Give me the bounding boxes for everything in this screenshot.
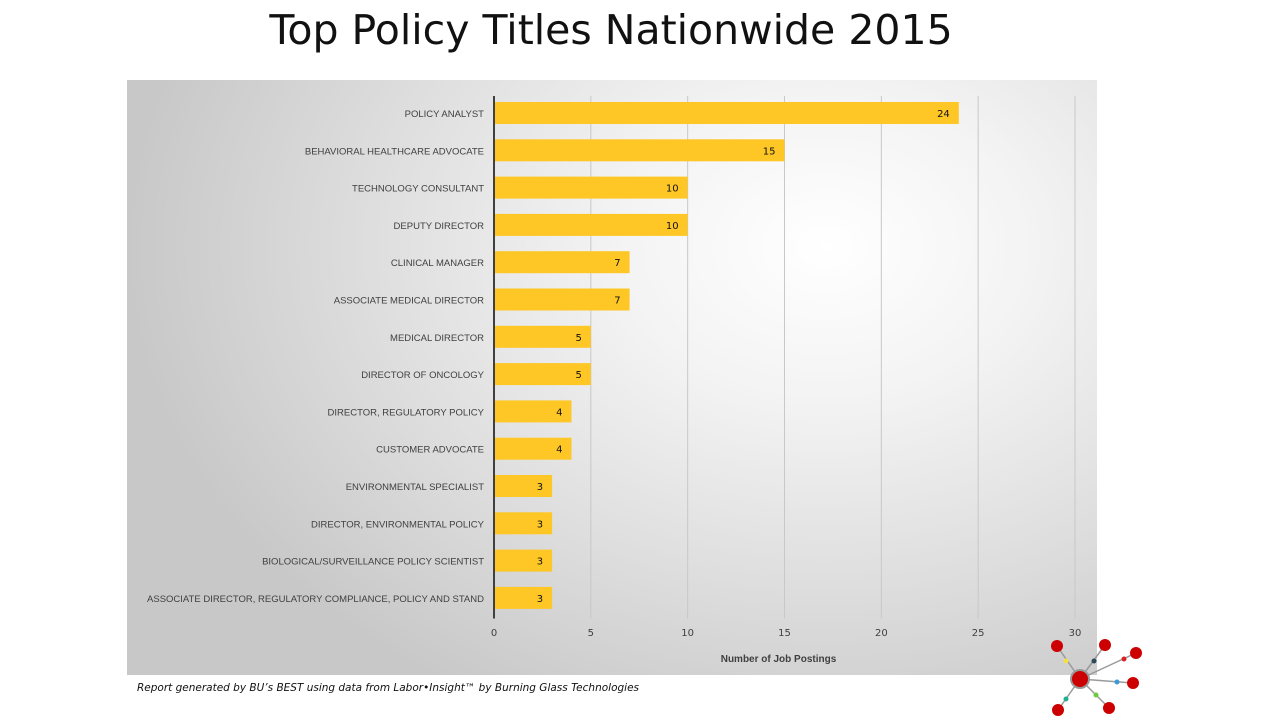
bar bbox=[494, 102, 959, 124]
x-tick-label: 15 bbox=[778, 628, 791, 639]
page-title: Top Policy Titles Nationwide 2015 bbox=[269, 6, 953, 54]
bar bbox=[494, 512, 553, 535]
category-label: BEHAVIORAL HEALTHCARE ADVOCATE bbox=[305, 146, 484, 157]
data-label: 15 bbox=[763, 146, 776, 157]
data-label: 24 bbox=[937, 109, 950, 120]
data-label: 3 bbox=[537, 594, 543, 605]
category-label: DIRECTOR OF ONCOLOGY bbox=[361, 370, 484, 381]
data-label: 7 bbox=[614, 296, 620, 307]
bar bbox=[494, 213, 688, 236]
data-label: 10 bbox=[666, 221, 679, 232]
category-label: ENVIRONMENTAL SPECIALIST bbox=[346, 482, 485, 493]
bar-chart: 24 POLICY ANALYST 15 BEHAVIORAL HEALTHCARE … bbox=[147, 96, 1082, 665]
bar bbox=[494, 288, 630, 311]
category-label: POLICY ANALYST bbox=[405, 109, 485, 120]
bar bbox=[494, 325, 591, 348]
data-label: 5 bbox=[575, 333, 581, 344]
footer-credit: Report generated by BU’s BEST using data… bbox=[137, 682, 640, 694]
category-label: DIRECTOR, ENVIRONMENTAL POLICY bbox=[311, 519, 485, 530]
bar bbox=[494, 549, 553, 572]
bar bbox=[494, 586, 553, 609]
data-label: 4 bbox=[556, 445, 562, 456]
data-label: 10 bbox=[666, 184, 679, 195]
category-label: ASSOCIATE DIRECTOR, REGULATORY COMPLIANC… bbox=[147, 594, 484, 605]
data-label: 7 bbox=[614, 258, 620, 269]
x-axis-title: Number of Job Postings bbox=[721, 654, 837, 665]
bar bbox=[494, 363, 591, 386]
data-label: 4 bbox=[556, 407, 562, 418]
network-logo-icon bbox=[1051, 639, 1142, 716]
bar bbox=[494, 475, 553, 497]
bar bbox=[494, 437, 572, 460]
x-tick-label: 20 bbox=[875, 628, 888, 639]
category-label: CLINICAL MANAGER bbox=[391, 258, 484, 269]
category-label: ASSOCIATE MEDICAL DIRECTOR bbox=[334, 296, 484, 307]
data-label: 3 bbox=[537, 519, 543, 530]
data-label: 3 bbox=[537, 482, 543, 493]
category-label: DIRECTOR, REGULATORY POLICY bbox=[328, 407, 485, 418]
category-label: TECHNOLOGY CONSULTANT bbox=[352, 184, 484, 195]
category-label: DEPUTY DIRECTOR bbox=[394, 221, 485, 232]
x-tick-label: 30 bbox=[1069, 628, 1082, 639]
x-tick-label: 0 bbox=[491, 628, 497, 639]
bar bbox=[494, 139, 785, 162]
category-label: MEDICAL DIRECTOR bbox=[390, 333, 484, 344]
bar bbox=[494, 400, 572, 423]
data-label: 3 bbox=[537, 557, 543, 568]
category-label: BIOLOGICAL/SURVEILLANCE POLICY SCIENTIST bbox=[262, 557, 484, 568]
bar bbox=[494, 251, 630, 274]
data-label: 5 bbox=[575, 370, 581, 381]
x-tick-label: 5 bbox=[588, 628, 594, 639]
x-tick-label: 10 bbox=[681, 628, 694, 639]
bar bbox=[494, 176, 688, 199]
category-label: CUSTOMER ADVOCATE bbox=[376, 445, 484, 456]
x-tick-label: 25 bbox=[972, 628, 985, 639]
